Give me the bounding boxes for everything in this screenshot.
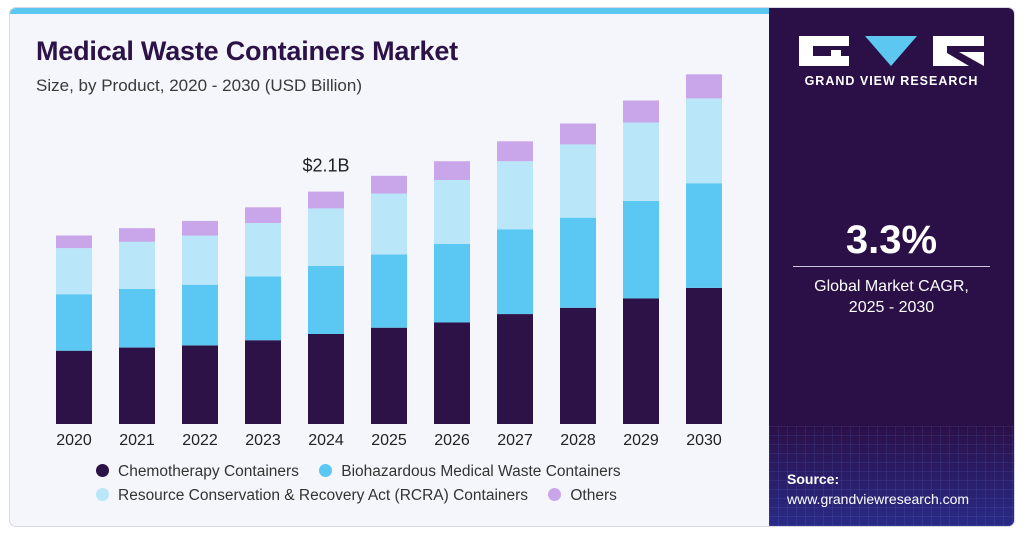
bar-2026-series-0 (434, 322, 470, 424)
bar-2028-series-3 (560, 123, 596, 145)
x-tick-label-2026: 2026 (434, 432, 470, 449)
bar-2027-series-2 (497, 161, 533, 230)
cagr-label: Global Market CAGR, 2025 - 2030 (769, 276, 1014, 318)
x-tick-label-2020: 2020 (56, 432, 92, 449)
bar-2026-series-2 (434, 180, 470, 244)
chart-title: Medical Waste Containers Market (36, 36, 458, 66)
x-tick-label-2028: 2028 (560, 432, 596, 449)
bar-2024-series-1 (308, 265, 344, 334)
bar-2023-series-2 (245, 223, 281, 277)
bar-2023-series-3 (245, 207, 281, 223)
legend-label-others: Others (570, 487, 617, 504)
bar-2030-series-0 (686, 287, 722, 424)
bar-2024-series-3 (308, 191, 344, 209)
x-tick-label-2025: 2025 (371, 432, 407, 449)
grid-floor-decoration (769, 426, 1014, 526)
cagr-divider (793, 266, 990, 267)
cagr-label-line-2: 2025 - 2030 (848, 299, 935, 316)
bar-2020-series-1 (56, 294, 92, 351)
x-tick-label-2027: 2027 (497, 432, 533, 449)
bar-2030-series-3 (686, 74, 722, 99)
legend-swatch-chemotherapy (96, 464, 109, 477)
bar-2021-series-1 (119, 288, 155, 348)
bar-2022-series-2 (182, 235, 218, 285)
bar-2029-series-2 (623, 122, 659, 201)
bar-2021-series-3 (119, 228, 155, 242)
bar-2027-series-1 (497, 229, 533, 314)
bar-2025-series-3 (371, 175, 407, 194)
legend-label-rcra: Resource Conservation & Recovery Act (RC… (118, 487, 529, 504)
x-tick-label-2030: 2030 (686, 432, 722, 449)
bar-2026-series-1 (434, 243, 470, 323)
bar-2025-series-2 (371, 193, 407, 255)
bar-2027-series-3 (497, 141, 533, 162)
accent-bar (10, 8, 769, 14)
bar-2024-series-2 (308, 208, 344, 266)
report-card: Medical Waste Containers Market Size, by… (10, 8, 1014, 526)
x-tick-label-2029: 2029 (623, 432, 659, 449)
source-label: Source: (787, 471, 840, 487)
bar-2029-series-3 (623, 100, 659, 123)
bar-2028-series-1 (560, 217, 596, 308)
grand-view-research-logo-icon (799, 36, 984, 66)
bar-2028-series-2 (560, 144, 596, 218)
bar-2027-series-0 (497, 314, 533, 424)
bar-2020-series-2 (56, 248, 92, 295)
sidebar-panel: GRAND VIEW RESEARCH 3.3% Global Market C… (769, 8, 1014, 526)
stacked-bar-chart: 2020 2021 2022 2023 2024 $2.1B 2025 2026 2027 202… (56, 74, 722, 449)
bar-2020-series-3 (56, 235, 92, 249)
bar-2029-series-1 (623, 201, 659, 299)
legend-item-rcra: Resource Conservation & Recovery Act (RC… (96, 487, 528, 505)
bar-2022-series-3 (182, 220, 218, 236)
legend-swatch-biohazardous (319, 464, 333, 477)
source-link[interactable]: www.grandviewresearch.com (787, 491, 970, 507)
value-annotation: $2.1B (302, 156, 349, 176)
legend-swatch-rcra (96, 488, 109, 501)
bar-2025-series-0 (371, 327, 407, 424)
bar-2030-series-1 (686, 183, 722, 288)
x-tick-label-2022: 2022 (182, 432, 218, 449)
cagr-value: 3.3% (845, 218, 938, 262)
legend-label-biohazardous: Biohazardous Medical Waste Containers (341, 463, 621, 480)
bar-2028-series-0 (560, 307, 596, 424)
bar-2025-series-1 (371, 254, 407, 328)
bar-2022-series-0 (182, 345, 218, 424)
legend-item-biohazardous: Biohazardous Medical Waste Containers (319, 463, 621, 481)
bar-2022-series-1 (182, 284, 218, 346)
bar-2023-series-0 (245, 340, 281, 424)
x-tick-label-2021: 2021 (119, 432, 155, 449)
chart-subtitle: Size, by Product, 2020 - 2030 (USD Billi… (36, 76, 362, 95)
legend-row-2: Resource Conservation & Recovery Act (RC… (96, 487, 633, 505)
bar-2021-series-2 (119, 241, 155, 289)
bar-2030-series-2 (686, 98, 722, 184)
bar-2024-series-0 (308, 334, 344, 424)
legend-row-1: Chemotherapy Containers Biohazardous Med… (96, 463, 637, 481)
x-tick-label-2023: 2023 (245, 432, 281, 449)
bar-2021-series-0 (119, 347, 155, 424)
bar-2020-series-0 (56, 350, 92, 424)
legend-item-chemotherapy: Chemotherapy Containers (96, 463, 299, 481)
bar-2026-series-3 (434, 161, 470, 180)
legend-item-others: Others (548, 487, 617, 505)
cagr-label-line-1: Global Market CAGR, (814, 278, 969, 295)
x-tick-label-2024: 2024 (308, 432, 344, 449)
bar-2023-series-1 (245, 276, 281, 341)
legend-label-chemotherapy: Chemotherapy Containers (118, 463, 299, 480)
bar-2029-series-0 (623, 298, 659, 424)
brand-name: GRAND VIEW RESEARCH (804, 74, 979, 88)
legend-swatch-others (548, 488, 562, 501)
